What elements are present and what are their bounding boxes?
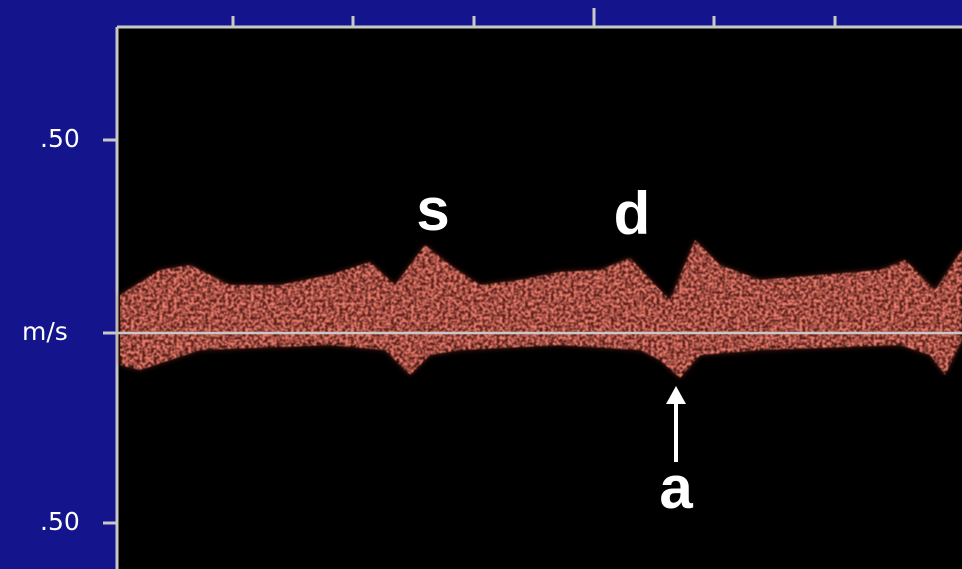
doppler-view: .50 m/s .50 s d a xyxy=(0,0,962,569)
unit-label: m/s xyxy=(22,317,68,346)
scale-label: .50 xyxy=(40,124,80,153)
scale-label: .50 xyxy=(40,507,80,536)
annotation: s xyxy=(416,176,449,243)
annotation: d xyxy=(614,180,651,247)
annotation: a xyxy=(659,454,693,521)
page: {"scale": {"top_label": ".50", "unit_lab… xyxy=(0,0,962,569)
